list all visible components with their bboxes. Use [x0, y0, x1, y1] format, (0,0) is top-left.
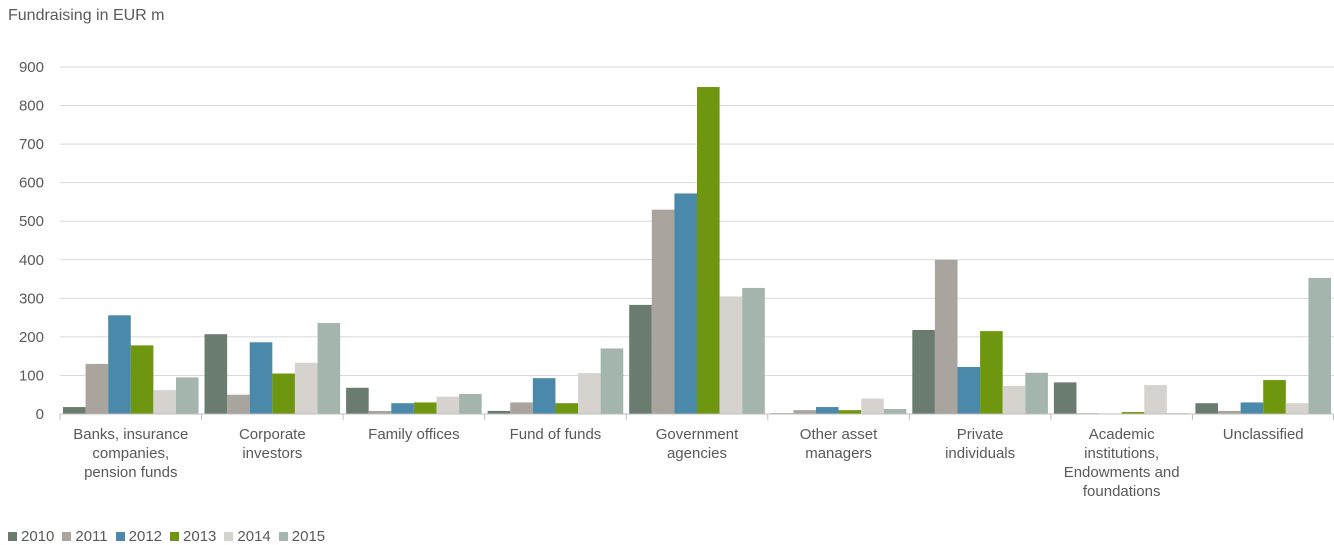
bar	[108, 315, 131, 414]
legend-swatch	[116, 532, 125, 541]
bar	[205, 334, 228, 414]
bar	[1241, 402, 1264, 414]
bar	[601, 348, 624, 414]
bar	[272, 374, 295, 414]
legend-label: 2012	[129, 528, 162, 545]
legend-label: 2015	[292, 528, 325, 545]
bar	[414, 402, 437, 414]
bar	[1308, 278, 1331, 414]
y-tick-label: 600	[19, 175, 44, 192]
category-label: Fund of funds	[510, 426, 602, 443]
bar	[63, 407, 86, 414]
y-tick-label: 700	[19, 136, 44, 153]
bar	[629, 305, 652, 414]
legend-item: 2014	[224, 528, 270, 545]
legend: 2010 2011 2012 2013 2014 2015	[8, 528, 333, 544]
bar	[958, 367, 981, 414]
bar	[131, 345, 154, 414]
bar	[578, 373, 601, 414]
bar	[459, 394, 482, 414]
bar	[1003, 386, 1026, 414]
legend-swatch	[8, 532, 17, 541]
legend-label: 2013	[183, 528, 216, 545]
bar	[720, 296, 743, 414]
legend-label: 2011	[75, 528, 107, 545]
bar	[346, 388, 369, 414]
bar	[1263, 380, 1286, 414]
y-tick-label: 400	[19, 252, 44, 269]
bar	[176, 377, 199, 414]
y-tick-label: 300	[19, 290, 44, 307]
bar	[436, 397, 459, 414]
bar	[295, 363, 318, 414]
y-axis-ticks: 0 100 200 300 400 500 600 700 800 900	[19, 59, 44, 423]
legend-swatch	[224, 532, 233, 541]
bar	[1054, 382, 1077, 414]
bar	[227, 395, 250, 414]
bars	[63, 87, 1331, 414]
bar	[86, 364, 109, 414]
bar	[318, 323, 341, 414]
bar	[391, 403, 414, 414]
bar	[980, 331, 1003, 414]
bar	[935, 260, 958, 414]
bar	[861, 399, 884, 414]
bar	[674, 193, 697, 414]
legend-item: 2010	[8, 528, 54, 545]
legend-item: 2015	[279, 528, 325, 545]
y-tick-label: 200	[19, 329, 44, 346]
bar	[533, 378, 556, 414]
legend-item: 2012	[116, 528, 162, 545]
y-tick-label: 500	[19, 213, 44, 230]
bar-chart: 0 100 200 300 400 500 600 700 800 900 Banks, insu…	[0, 0, 1334, 524]
bar	[793, 410, 816, 414]
legend-swatch	[62, 532, 71, 541]
bar	[884, 409, 907, 414]
bar	[742, 288, 765, 414]
bar	[1025, 373, 1048, 414]
legend-swatch	[279, 532, 288, 541]
x-axis	[60, 414, 1334, 420]
y-tick-label: 900	[19, 59, 44, 76]
bar	[1286, 403, 1309, 414]
bar	[1144, 385, 1167, 414]
category-label: Family offices	[368, 426, 459, 443]
legend-label: 2014	[237, 528, 270, 545]
bar	[652, 210, 675, 414]
legend-item: 2011	[62, 528, 107, 545]
bar	[555, 403, 578, 414]
legend-swatch	[170, 532, 179, 541]
bar	[153, 390, 176, 414]
bar	[510, 402, 533, 414]
legend-item: 2013	[170, 528, 216, 545]
y-tick-label: 800	[19, 98, 44, 115]
category-label: Unclassified	[1223, 426, 1304, 443]
bar	[839, 410, 862, 414]
y-tick-label: 100	[19, 367, 44, 384]
bar	[816, 407, 839, 414]
bar	[697, 87, 720, 414]
bar	[250, 342, 273, 414]
bar	[912, 330, 935, 414]
y-tick-label: 0	[36, 406, 44, 423]
bar	[1195, 403, 1218, 414]
legend-label: 2010	[21, 528, 54, 545]
